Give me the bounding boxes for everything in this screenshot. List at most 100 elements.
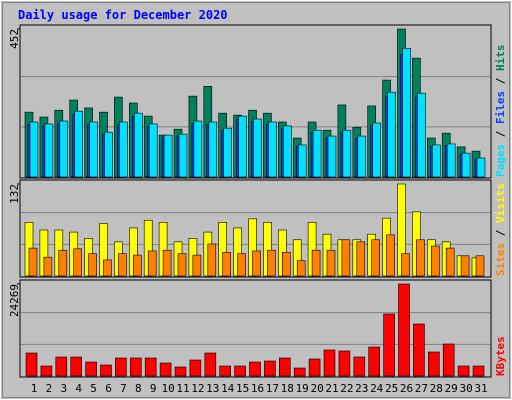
legend-separator: / (494, 223, 507, 243)
bar (208, 121, 218, 178)
bar (371, 239, 381, 277)
bar (430, 245, 440, 277)
bar (386, 234, 395, 277)
bar (297, 144, 307, 178)
bar (402, 48, 411, 178)
legend-separator: / (494, 124, 507, 144)
x-tick-label: 6 (105, 382, 112, 395)
bar (475, 255, 485, 277)
x-tick-label: 18 (281, 382, 294, 395)
x-tick-label: 19 (296, 382, 309, 395)
bar (312, 129, 322, 178)
bar (70, 356, 82, 377)
bar (308, 358, 321, 377)
bar (178, 133, 188, 178)
bar (281, 252, 291, 277)
bar (25, 352, 38, 377)
bar (58, 249, 68, 277)
bar (278, 357, 291, 377)
legend: KBytes (494, 336, 507, 376)
bar (442, 343, 455, 377)
bar (460, 255, 470, 277)
x-tick-label: 4 (75, 382, 82, 395)
bar (341, 239, 351, 277)
x-tick-label: 7 (120, 382, 127, 395)
bar (372, 122, 382, 178)
bar (237, 253, 246, 277)
legend: Sites / Visits (494, 183, 507, 276)
y-tick-label: 132 (8, 184, 21, 204)
y-tick-label: 452 (8, 29, 21, 49)
plot-area (19, 279, 492, 378)
bar (296, 260, 306, 277)
legend-entry: Sites (494, 243, 507, 276)
bar (268, 121, 277, 178)
bar (264, 360, 276, 377)
legend-entry: Visits (494, 183, 507, 223)
bar (189, 359, 202, 377)
chart-title: Daily usage for December 2020 (18, 8, 228, 22)
bar (472, 365, 485, 377)
y-tick-label: 24269 (8, 284, 21, 317)
bar (89, 121, 98, 178)
bar (311, 249, 321, 277)
bar (267, 249, 276, 277)
bar (133, 254, 142, 277)
x-tick-label: 5 (90, 382, 97, 395)
bar (222, 252, 231, 277)
x-tick-label: 25 (385, 382, 398, 395)
bar (457, 365, 470, 377)
bar (427, 351, 440, 377)
bar (445, 247, 455, 277)
bar (356, 241, 366, 277)
bar (234, 365, 246, 377)
bar (43, 256, 53, 277)
x-tick-label: 8 (135, 382, 142, 395)
bar (413, 323, 425, 377)
bar (73, 248, 82, 277)
bar (446, 143, 456, 178)
bar (59, 120, 69, 178)
bar (40, 365, 53, 377)
legend-entry: Hits (494, 45, 507, 72)
x-tick-label: 10 (161, 382, 174, 395)
bar (461, 152, 471, 178)
bar (398, 283, 410, 377)
bar (162, 249, 172, 277)
bar (431, 144, 441, 178)
bar (253, 118, 262, 178)
x-tick-label: 3 (60, 382, 67, 395)
x-tick-label: 11 (176, 382, 189, 395)
x-tick-label: 15 (236, 382, 249, 395)
x-tick-label: 21 (325, 382, 338, 395)
bar (163, 134, 173, 178)
bar (88, 253, 97, 277)
bar (28, 247, 38, 277)
x-tick-label: 23 (355, 382, 368, 395)
bar (100, 364, 112, 377)
bar (119, 121, 128, 178)
bar (387, 91, 396, 178)
bar (74, 110, 83, 178)
bar (144, 357, 157, 377)
x-tick-label: 2 (46, 382, 53, 395)
legend: Pages / Files / Hits (494, 45, 507, 178)
bar (282, 125, 292, 178)
bar (323, 349, 336, 377)
bar (293, 367, 306, 377)
x-tick-label: 26 (400, 382, 413, 395)
legend-entry: KBytes (494, 336, 507, 376)
bar (134, 112, 143, 178)
bar (219, 365, 231, 377)
bar (338, 350, 351, 377)
x-tick-label: 24 (370, 382, 384, 395)
x-tick-label: 30 (459, 382, 472, 395)
bar (357, 135, 367, 178)
bar (44, 123, 54, 178)
bar (115, 357, 127, 377)
bar (104, 131, 113, 178)
bar (130, 357, 142, 377)
bar (118, 253, 127, 277)
